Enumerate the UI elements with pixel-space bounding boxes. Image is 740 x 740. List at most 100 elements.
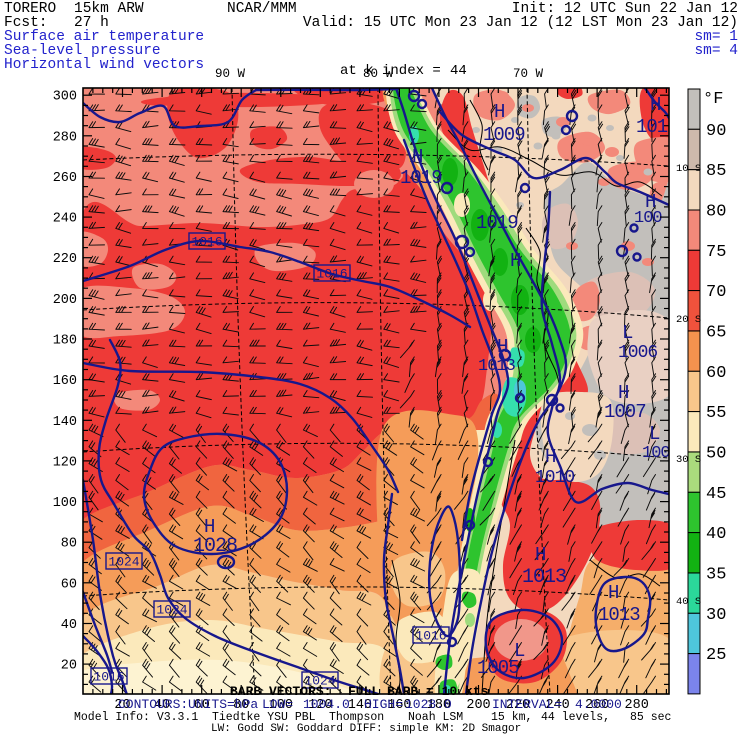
svg-text:Model Info: V3.3.1: Model Info: V3.3.1: [74, 711, 198, 724]
svg-text:40: 40: [706, 525, 726, 544]
svg-text:280: 280: [53, 130, 77, 145]
svg-text:220: 220: [506, 698, 530, 713]
svg-text:40: 40: [154, 698, 170, 713]
svg-text:40: 40: [61, 618, 77, 633]
svg-text:220: 220: [53, 252, 77, 267]
svg-text:140: 140: [53, 415, 77, 430]
svg-text:100: 100: [53, 496, 77, 511]
svg-text:100: 100: [269, 698, 293, 713]
svg-text:50: 50: [706, 445, 726, 464]
svg-text:°F: °F: [703, 90, 723, 109]
svg-text:80 W: 80 W: [363, 67, 394, 81]
svg-text:1024: 1024: [304, 674, 335, 689]
svg-text:27 h: 27 h: [74, 15, 109, 31]
svg-text:45: 45: [706, 485, 726, 504]
svg-text:55: 55: [706, 404, 726, 423]
svg-text:L: L: [514, 640, 525, 662]
svg-text:85: 85: [706, 162, 726, 181]
svg-text:Noah LSM: Noah LSM: [408, 711, 463, 724]
svg-text:Horizontal wind vectors: Horizontal wind vectors: [4, 57, 204, 73]
svg-text:H: H: [650, 94, 660, 116]
svg-text:160: 160: [387, 698, 411, 713]
svg-text:80: 80: [706, 203, 726, 222]
svg-text:1019: 1019: [400, 167, 442, 189]
svg-text:101: 101: [636, 116, 668, 138]
svg-text:60: 60: [61, 577, 77, 592]
svg-text:H: H: [645, 191, 655, 213]
svg-text:Thompson: Thompson: [329, 711, 384, 724]
svg-text:40 S: 40 S: [676, 596, 701, 608]
svg-text:1005: 1005: [477, 657, 519, 679]
svg-text:1024: 1024: [156, 603, 187, 618]
svg-text:20: 20: [114, 698, 130, 713]
svg-text:200: 200: [466, 698, 490, 713]
svg-text:60: 60: [706, 364, 726, 383]
svg-text:1016: 1016: [191, 235, 222, 250]
svg-text:1016: 1016: [415, 629, 446, 644]
svg-text:25: 25: [706, 646, 726, 665]
svg-text:1010: 1010: [535, 468, 574, 488]
svg-text:1007: 1007: [604, 401, 646, 423]
svg-text:sm= 1: sm= 1: [694, 29, 738, 45]
svg-text:BARB VECTORS:: BARB VECTORS:: [230, 684, 331, 699]
svg-text:60: 60: [194, 698, 210, 713]
svg-text:H: H: [204, 516, 214, 538]
svg-text:L: L: [649, 423, 660, 445]
svg-text:280: 280: [625, 698, 649, 713]
svg-text:H: H: [412, 146, 422, 168]
svg-text:Surface air temperature: Surface air temperature: [4, 29, 204, 45]
svg-text:INTERVAL=: INTERVAL=: [492, 697, 562, 712]
svg-text:LW: Godd SW: Goddard DIFF: sim: LW: Godd SW: Goddard DIFF: simple KM: 2D…: [211, 723, 521, 735]
svg-text:1013: 1013: [522, 566, 566, 589]
svg-text:260: 260: [53, 171, 77, 186]
svg-text:1006: 1006: [618, 343, 657, 363]
svg-text:75: 75: [706, 243, 726, 262]
svg-text:240: 240: [53, 212, 77, 227]
svg-text:1009: 1009: [483, 124, 525, 146]
svg-text:Init: 12 UTC Sun 22 Jan 12: Init: 12 UTC Sun 22 Jan 12: [512, 1, 738, 17]
svg-text:Valid: 15 UTC Mon 23 Jan 12 (1: Valid: 15 UTC Mon 23 Jan 12 (12 LST Mon …: [303, 15, 738, 31]
svg-text:260: 260: [585, 698, 609, 713]
svg-text:120: 120: [308, 698, 332, 713]
svg-text:85 sec: 85 sec: [630, 711, 672, 724]
svg-text:1019: 1019: [476, 212, 518, 234]
svg-text:20 S: 20 S: [676, 314, 701, 326]
svg-text:100: 100: [634, 209, 662, 228]
svg-text:1004.0: 1004.0: [303, 697, 350, 712]
svg-text:300: 300: [53, 90, 77, 105]
svg-text:Tiedtke YSU PBL: Tiedtke YSU PBL: [212, 711, 316, 724]
svg-text:NCAR/MMM: NCAR/MMM: [227, 1, 297, 17]
svg-text:44: 44: [450, 63, 467, 79]
svg-text:1028: 1028: [193, 535, 237, 558]
svg-text:1024: 1024: [108, 555, 139, 570]
svg-text:140: 140: [348, 698, 372, 713]
svg-text:LOW=: LOW=: [262, 697, 293, 712]
svg-text:sm= 4: sm= 4: [694, 43, 738, 59]
svg-text:at k index =: at k index =: [340, 63, 441, 79]
svg-text:Fcst:: Fcst:: [4, 15, 48, 31]
svg-text:H: H: [618, 382, 628, 404]
svg-text:80: 80: [233, 698, 249, 713]
svg-text:15 km,: 15 km,: [491, 711, 532, 724]
svg-text:L: L: [622, 322, 633, 344]
svg-text:160: 160: [53, 374, 77, 389]
svg-text:H: H: [510, 250, 520, 272]
svg-text:30: 30: [706, 606, 726, 625]
svg-text:90 W: 90 W: [215, 67, 246, 81]
svg-text:240: 240: [545, 698, 569, 713]
svg-text:4.0000: 4.0000: [575, 697, 622, 712]
svg-text:120: 120: [53, 455, 77, 470]
svg-text:35: 35: [706, 566, 726, 585]
svg-text:H: H: [545, 446, 555, 468]
svg-text:FULL BARB = 10 kts: FULL BARB = 10 kts: [348, 684, 489, 699]
svg-text:70 W: 70 W: [513, 67, 544, 81]
svg-text:180: 180: [427, 698, 451, 713]
svg-text:65: 65: [706, 324, 726, 343]
svg-text:Sea-level pressure: Sea-level pressure: [4, 43, 161, 59]
svg-text:90: 90: [706, 122, 726, 141]
svg-text:CONTOURS:: CONTOURS:: [118, 697, 188, 712]
svg-text:TORERO: TORERO: [4, 1, 56, 17]
svg-text:15km ARW: 15km ARW: [74, 1, 144, 17]
svg-text:1016: 1016: [316, 267, 347, 282]
svg-text:30 S: 30 S: [676, 454, 701, 466]
